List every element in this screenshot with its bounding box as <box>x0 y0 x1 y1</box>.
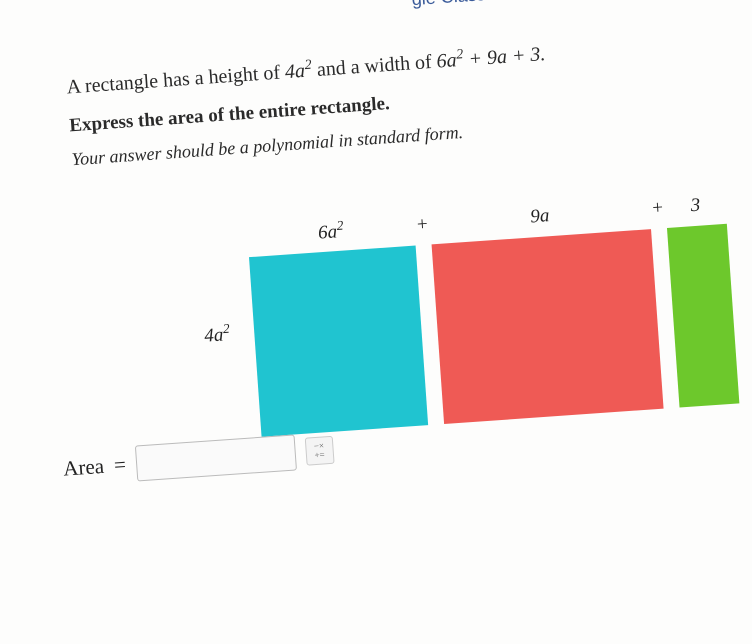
equals-sign: = <box>113 452 127 478</box>
rectangle-block <box>667 224 739 408</box>
width-term-label: 9a <box>429 198 650 235</box>
math-keypad-button[interactable]: −× += <box>304 436 334 466</box>
width-term-label: 6a2 <box>247 213 415 250</box>
plus-sign: + <box>413 213 430 236</box>
plus-sign: + <box>649 197 666 220</box>
width-term-label: 3 <box>665 193 726 219</box>
keypad-hint: −× += <box>314 441 325 460</box>
text-segment: and a width of <box>311 51 437 82</box>
rectangle-block <box>432 229 664 424</box>
answer-row: Area = −× += <box>62 432 335 487</box>
header-links: gle Classroom T Microsoft Teams <box>411 0 724 12</box>
answer-prefix: Area <box>62 453 104 481</box>
google-classroom-link[interactable]: gle Classroom <box>411 0 527 10</box>
microsoft-teams-link[interactable]: T Microsoft Teams <box>565 0 723 1</box>
rectangle-block <box>249 246 428 437</box>
teams-icon: T <box>565 0 587 1</box>
problem-statement: A rectangle has a height of 4a2 and a wi… <box>66 25 744 175</box>
text-segment: A rectangle has a height of <box>66 61 286 98</box>
rectangle-diagram: 4a2 6a2+9a+3 <box>247 191 741 437</box>
area-input[interactable] <box>135 434 297 481</box>
height-label: 4a2 <box>203 321 230 348</box>
width-expression: 6a2 + 9a + 3. <box>436 43 546 73</box>
rectangle-blocks <box>249 224 740 437</box>
height-expression: 4a2 <box>284 59 312 83</box>
classroom-label: gle Classroom <box>411 0 527 10</box>
